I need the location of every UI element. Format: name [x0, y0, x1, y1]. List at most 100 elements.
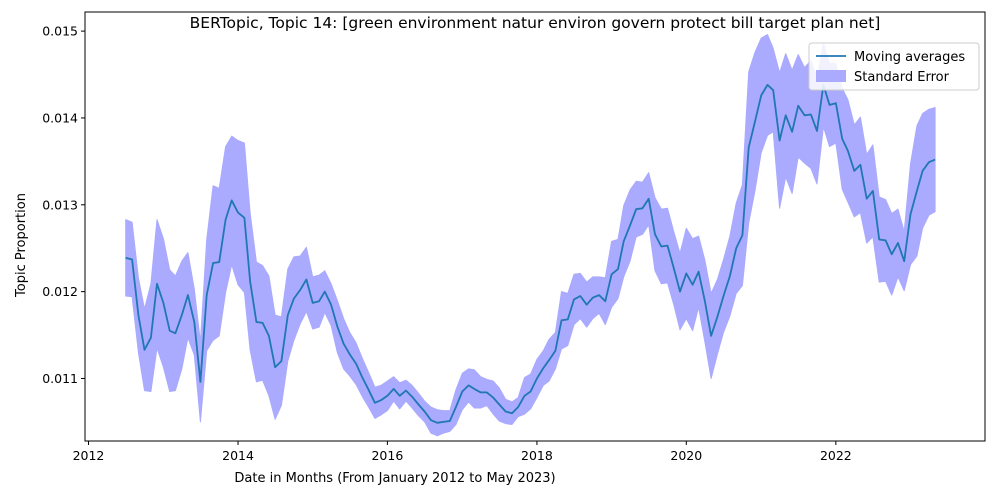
data-point — [336, 325, 339, 328]
moving-average-line-layer — [124, 83, 936, 424]
data-point — [348, 353, 351, 356]
data-point — [255, 321, 258, 324]
data-point — [492, 396, 495, 399]
data-point — [274, 366, 277, 369]
x-tick-label: 2012 — [73, 448, 105, 463]
data-point — [542, 367, 545, 370]
data-point — [212, 262, 215, 265]
data-point — [672, 267, 675, 270]
data-point — [778, 139, 781, 142]
data-point — [647, 197, 650, 200]
data-point — [193, 321, 196, 324]
data-point — [622, 240, 625, 243]
data-point — [766, 83, 769, 86]
data-point — [174, 332, 177, 335]
data-point — [143, 348, 146, 351]
data-point — [230, 199, 233, 202]
x-tick-label: 2022 — [820, 448, 852, 463]
data-point — [261, 321, 264, 324]
data-point — [461, 390, 464, 393]
data-point — [417, 403, 420, 406]
chart-title: BERTopic, Topic 14: [green environment n… — [190, 14, 881, 32]
y-tick-label: 0.011 — [42, 371, 78, 386]
data-point — [791, 130, 794, 133]
data-point — [249, 280, 252, 283]
data-point — [323, 290, 326, 293]
data-point — [884, 239, 887, 242]
data-point — [871, 189, 874, 192]
data-point — [517, 406, 520, 409]
data-point — [697, 270, 700, 273]
data-point — [280, 360, 283, 363]
data-point — [617, 268, 620, 271]
data-point — [511, 412, 514, 415]
legend-label-standard-error: Standard Error — [854, 70, 950, 85]
data-point — [865, 197, 868, 200]
data-point — [722, 295, 725, 298]
data-point — [666, 244, 669, 247]
data-point — [373, 401, 376, 404]
x-tick-label: 2018 — [521, 448, 553, 463]
data-point — [878, 238, 881, 241]
data-point — [635, 208, 638, 211]
x-tick-label: 2014 — [222, 448, 254, 463]
data-point — [267, 334, 270, 337]
data-point — [479, 391, 482, 394]
data-point — [467, 384, 470, 387]
data-point — [859, 163, 862, 166]
data-point — [853, 169, 856, 172]
data-point — [156, 282, 159, 285]
data-point — [523, 394, 526, 397]
standard-error-band — [125, 34, 936, 437]
data-point — [554, 349, 557, 352]
data-point — [927, 161, 930, 164]
data-point — [442, 420, 445, 423]
data-point — [392, 387, 395, 390]
data-point — [846, 149, 849, 152]
data-point — [915, 189, 918, 192]
data-point — [548, 359, 551, 362]
legend-swatch-standard-error — [816, 70, 846, 82]
data-point — [685, 272, 688, 275]
data-point — [772, 89, 775, 92]
data-point — [454, 406, 457, 409]
data-point — [237, 211, 240, 214]
y-axis-label: Topic Proportion — [14, 193, 29, 298]
data-point — [405, 389, 408, 392]
y-tick-label: 0.014 — [42, 110, 78, 125]
data-point — [423, 410, 426, 413]
data-point — [430, 419, 433, 422]
y-axis-ticks: 0.011 0.012 0.013 0.014 0.015 — [42, 24, 85, 386]
data-point — [535, 377, 538, 380]
data-point — [909, 213, 912, 216]
data-point — [124, 256, 127, 259]
data-point — [903, 260, 906, 263]
moving-average-line — [125, 84, 936, 424]
data-point — [834, 102, 837, 105]
data-point — [448, 420, 451, 423]
standard-error-band-layer — [125, 34, 936, 437]
data-point — [168, 329, 171, 332]
data-point — [560, 319, 563, 322]
data-point — [485, 391, 488, 394]
data-point — [797, 104, 800, 107]
data-point — [604, 300, 607, 303]
x-tick-label: 2020 — [670, 448, 702, 463]
data-point — [436, 421, 439, 424]
data-point — [735, 247, 738, 250]
data-point — [342, 342, 345, 345]
data-point — [498, 403, 501, 406]
data-point — [828, 103, 831, 106]
data-point — [566, 318, 569, 321]
data-point — [137, 314, 140, 317]
y-tick-label: 0.013 — [42, 197, 78, 212]
data-point — [760, 94, 763, 97]
x-axis-label: Date in Months (From January 2012 to May… — [234, 471, 555, 486]
data-point — [199, 380, 202, 383]
data-point — [311, 301, 314, 304]
data-point — [386, 394, 389, 397]
data-point — [629, 224, 632, 227]
data-point — [679, 290, 682, 293]
data-point — [784, 114, 787, 117]
